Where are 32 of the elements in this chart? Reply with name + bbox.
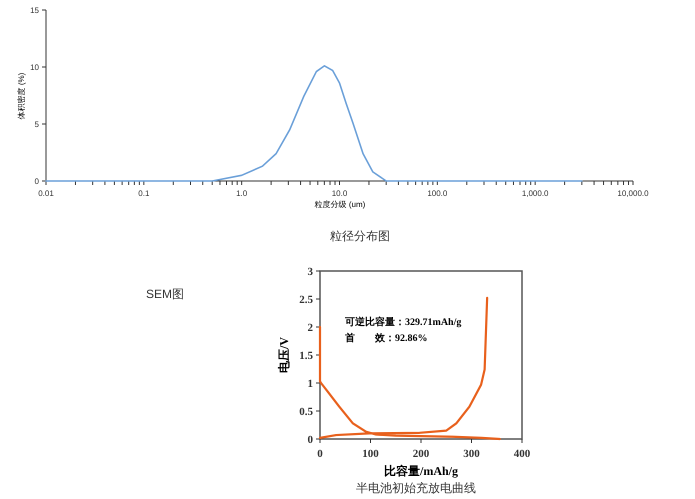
y-tick-label: 15 [30, 6, 40, 15]
text: 粒径分布图 [330, 229, 390, 243]
y-tick-label: 10 [30, 62, 40, 72]
y-tick-label: 0 [308, 434, 314, 446]
x-tick-label: 100 [362, 448, 380, 460]
y-tick-label: 0.5 [299, 406, 314, 418]
annotation: 首 效：92.86% [344, 332, 428, 344]
y-tick-label: 0 [34, 176, 40, 186]
x-tick-label: 1,000.0 [522, 189, 550, 198]
x-tick-label: 1.0 [236, 189, 248, 198]
x-axis-title: 粒度分级 (um) [314, 200, 366, 209]
y-tick-label: 2.5 [299, 294, 314, 306]
text: 半电池初始充放电曲线 [356, 481, 476, 495]
x-tick-label: 0.1 [138, 189, 150, 198]
annotation: 可逆比容量：329.71mAh/g [344, 316, 462, 328]
y-axis-title: 体积密度 (%) [17, 72, 26, 120]
y-tick-label: 3 [308, 266, 314, 278]
y-tick-label: 1 [308, 378, 313, 390]
x-tick-label: 0 [317, 448, 324, 460]
x-tick-label: 0.01 [38, 189, 54, 198]
y-tick-label: 2 [308, 322, 314, 334]
x-tick-label: 100.0 [427, 189, 448, 198]
y-tick-label: 1.5 [299, 350, 314, 362]
x-axis-title: 比容量/mAh/g [384, 464, 458, 478]
text: SEM图 [146, 287, 184, 301]
x-tick-label: 200 [412, 448, 430, 460]
x-tick-label: 10,000.0 [617, 189, 650, 198]
x-tick-label: 400 [514, 448, 531, 460]
y-tick-label: 5 [34, 120, 40, 129]
x-tick-label: 10.0 [332, 189, 348, 198]
y-axis-title: 电压/V [277, 336, 291, 373]
x-tick-label: 300 [463, 448, 480, 460]
